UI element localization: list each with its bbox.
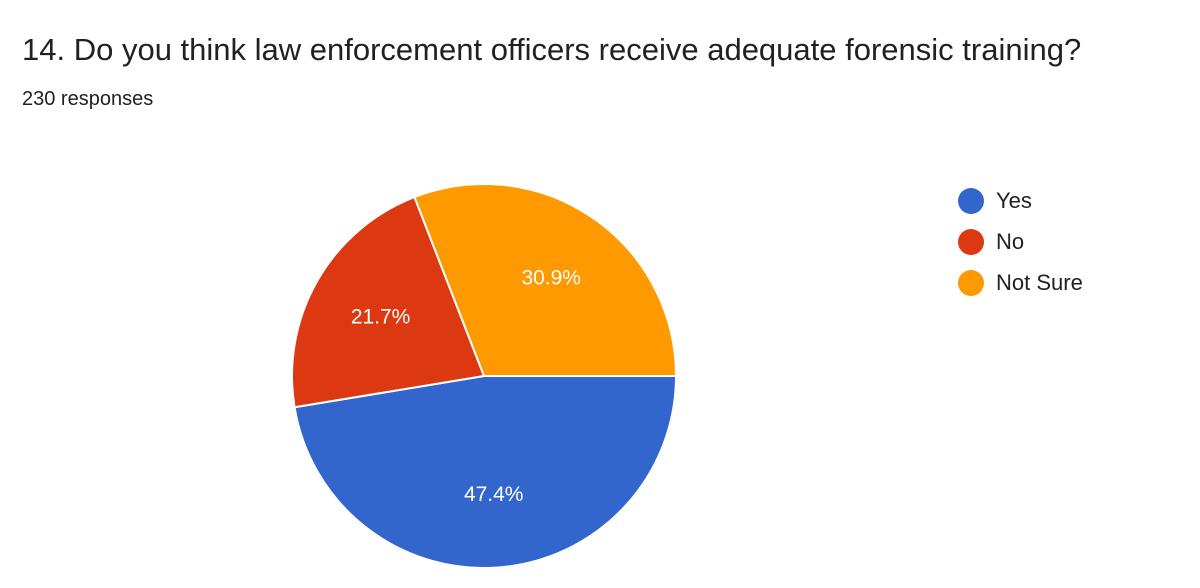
response-count: 230 responses — [22, 88, 154, 110]
pie-label-not-sure: 30.9% — [521, 266, 581, 289]
legend-item-no: No — [958, 221, 1083, 262]
legend-label: Yes — [996, 187, 1032, 213]
legend-swatch-no — [958, 228, 984, 255]
chart-legend: Yes No Not Sure — [958, 180, 1083, 303]
legend-label: Not Sure — [996, 269, 1083, 295]
question-title: 14. Do you think law enforcement officer… — [22, 32, 1082, 67]
legend-item-not-sure: Not Sure — [958, 262, 1083, 303]
pie-label-yes: 47.4% — [464, 483, 524, 506]
legend-label: No — [996, 228, 1025, 254]
legend-swatch-not-sure — [958, 269, 984, 296]
pie-slice-no — [291, 195, 486, 409]
pie-label-no: 21.7% — [351, 306, 411, 329]
pie-slice-not-sure — [413, 183, 678, 377]
legend-item-yes: Yes — [958, 180, 1083, 221]
legend-swatch-yes — [958, 187, 984, 214]
pie-slice-yes — [293, 375, 678, 569]
